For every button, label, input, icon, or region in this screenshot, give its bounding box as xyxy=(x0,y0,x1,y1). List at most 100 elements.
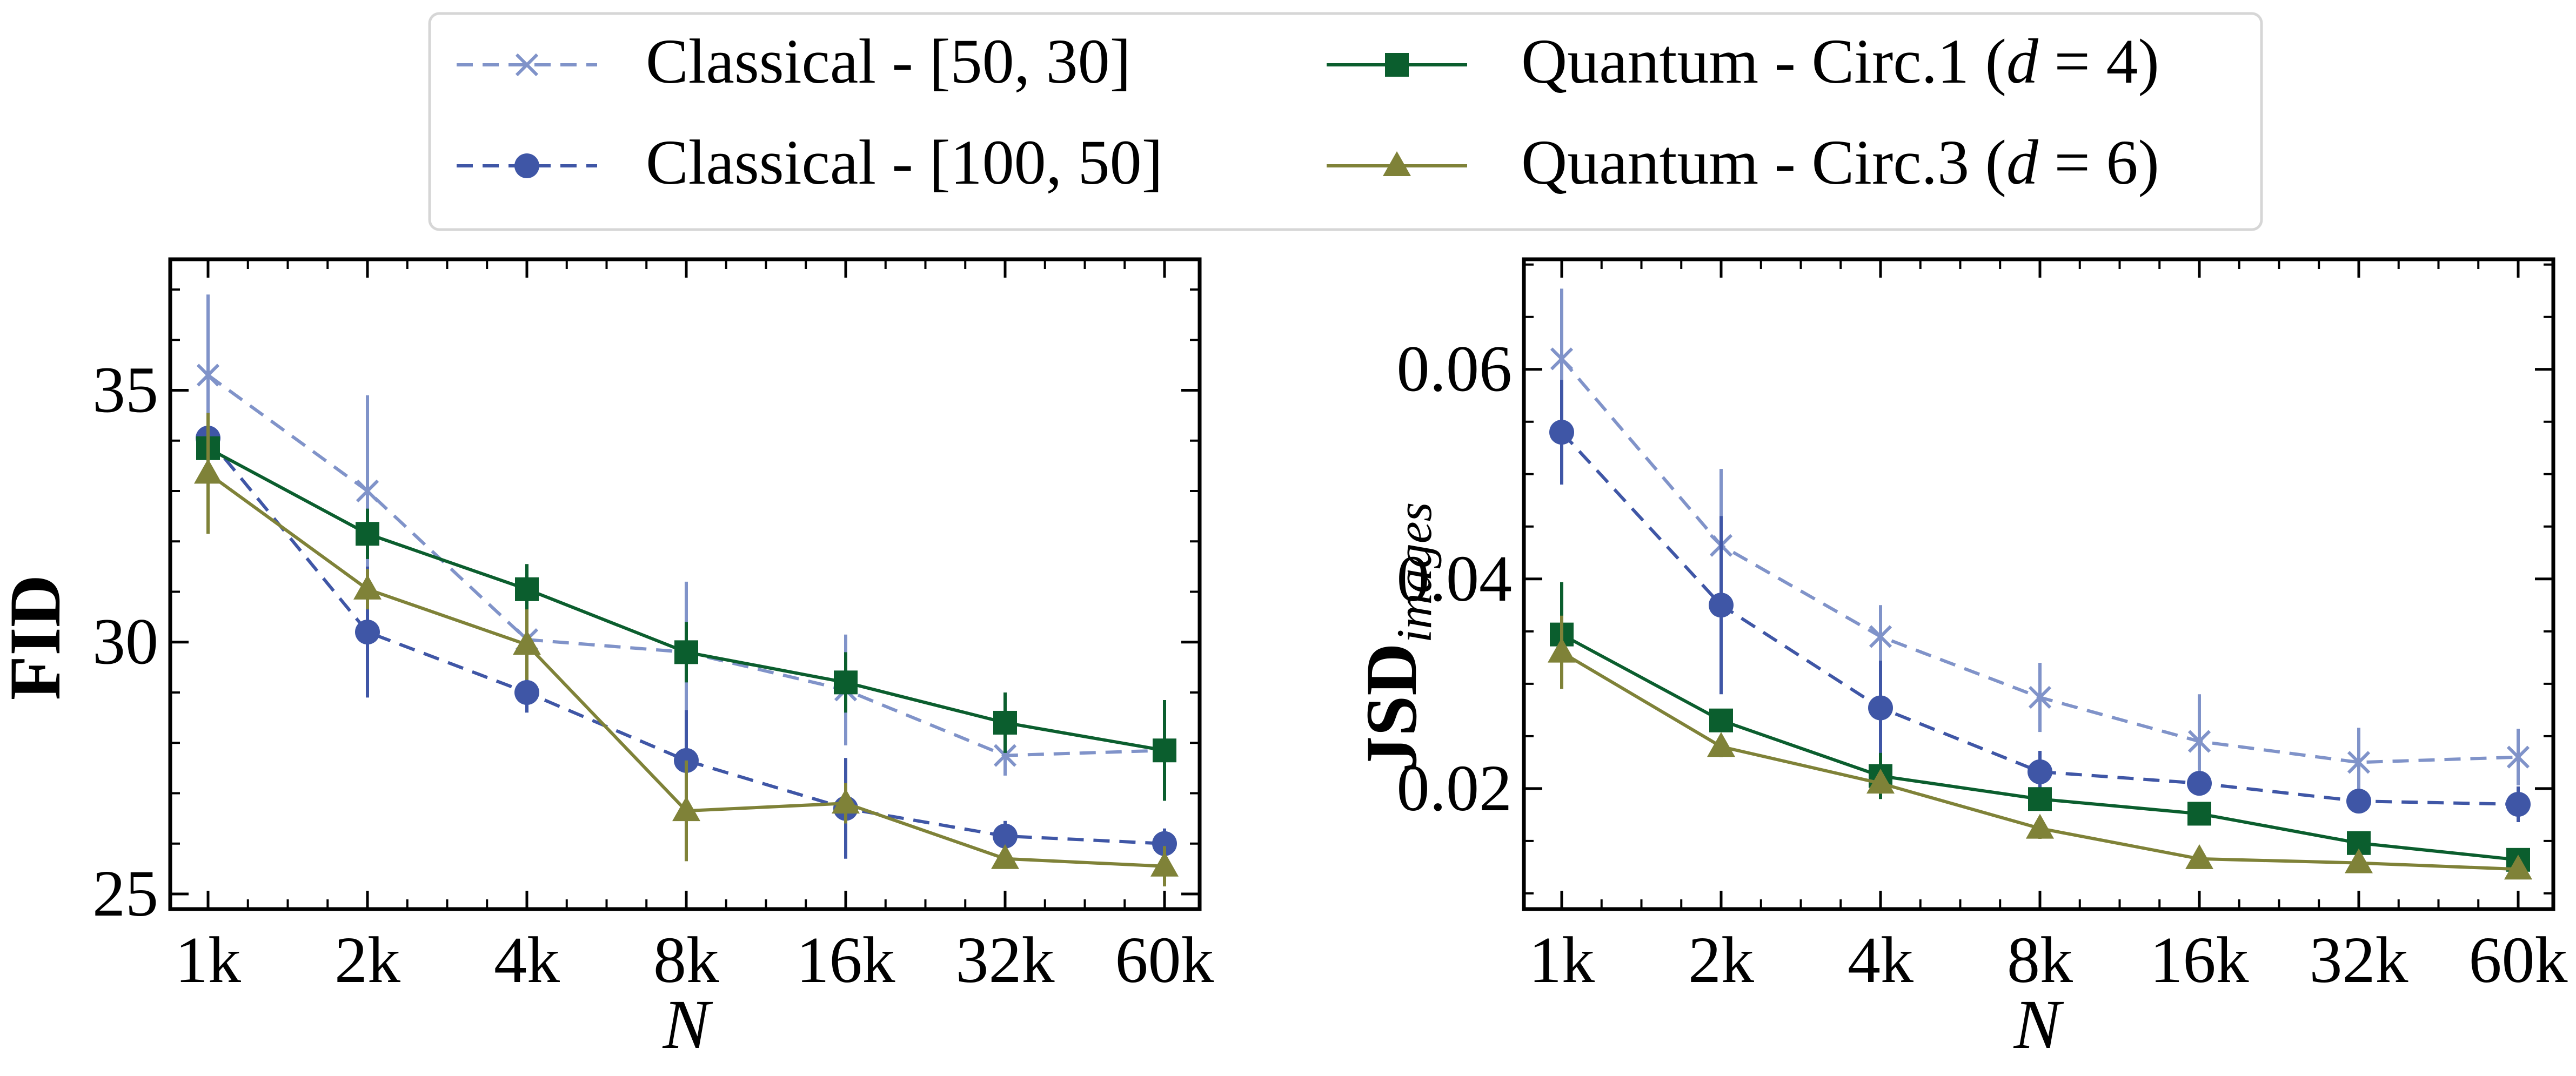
legend-entry-quantum-circ3: Quantum - Circ.3 (d = 6) xyxy=(1327,127,2159,198)
series-c5030 xyxy=(1550,288,2530,797)
jsd-plot-area: 0.02 0.04 0.06 1k 2k 4k 8k 16k 32k 60k xyxy=(1397,257,2568,997)
data-point xyxy=(1550,347,1574,371)
data-point xyxy=(515,577,539,601)
x-tick-label: 60k xyxy=(2469,924,2568,997)
series-q1 xyxy=(196,433,1176,801)
legend: Classical - [50, 30] Quantum - Circ.1 (d… xyxy=(428,12,2263,231)
axes-frame xyxy=(1522,257,2555,911)
data-point xyxy=(2504,855,2532,880)
data-point xyxy=(2345,848,2373,873)
data-point xyxy=(991,844,1019,869)
data-point xyxy=(356,522,379,546)
x-tick-label: 1k xyxy=(1529,924,1595,997)
legend-entry-quantum-circ1: Quantum - Circ.1 (d = 4) xyxy=(1327,26,2159,97)
y-tick-label: 30 xyxy=(92,606,158,678)
y-tick-label: 25 xyxy=(92,857,158,930)
legend-entry-classical-100-50: Classical - [100, 50] xyxy=(457,127,1163,198)
legend-label-quantum-circ1: Quantum - Circ.1 (d = 4) xyxy=(1521,26,2159,97)
x-tick-label: 8k xyxy=(653,924,719,997)
y-tick-label: 0.04 xyxy=(1397,542,1513,615)
legend-sample-quantum-circ1 xyxy=(1327,53,1467,77)
legend-entry-classical-50-30: Classical - [50, 30] xyxy=(457,26,1131,97)
data-point xyxy=(672,796,700,822)
data-point xyxy=(196,364,220,387)
fid-plot-area: 25 30 35 1k 2k 4k 8k 16k 32k 60k xyxy=(92,257,1214,997)
legend-sample-classical-50-30 xyxy=(457,53,597,77)
data-point xyxy=(1549,420,1574,445)
data-point xyxy=(2187,802,2211,826)
data-point xyxy=(514,680,539,705)
data-point xyxy=(355,620,380,645)
data-point xyxy=(2506,745,2530,769)
x-tick-label: 32k xyxy=(956,924,1055,997)
data-point xyxy=(2028,787,2052,811)
data-point xyxy=(993,710,1017,735)
series-q3 xyxy=(1548,615,2532,880)
data-point xyxy=(2506,791,2531,817)
data-point xyxy=(1709,593,1734,618)
x-tick-label: 2k xyxy=(1688,924,1754,997)
data-point xyxy=(993,744,1017,767)
data-point xyxy=(1869,625,1892,648)
fid-panel: 25 30 35 1k 2k 4k 8k 16k 32k 60k FID N xyxy=(0,257,1214,1064)
jsd-y-axis-label: JSDimages xyxy=(1351,502,1442,773)
data-point xyxy=(2028,685,2052,709)
legend-label-classical-100-50: Classical - [100, 50] xyxy=(646,127,1163,198)
data-point xyxy=(1153,738,1176,763)
data-point xyxy=(993,823,1018,849)
data-point xyxy=(832,789,860,814)
axis-ticks: 25 30 35 1k 2k 4k 8k 16k 32k 60k xyxy=(92,259,1214,997)
x-tick-label: 16k xyxy=(2150,924,2249,997)
x-tick-label: 60k xyxy=(1115,924,1214,997)
data-point xyxy=(2347,751,2371,774)
data-point xyxy=(674,640,698,664)
y-tick-label: 35 xyxy=(92,353,158,426)
x-tick-label: 4k xyxy=(494,924,560,997)
data-point xyxy=(1150,851,1179,877)
data-point xyxy=(1868,695,1893,721)
y-tick-label: 0.06 xyxy=(1397,333,1513,406)
legend-label-quantum-circ3: Quantum - Circ.3 (d = 6) xyxy=(1521,127,2159,198)
fid-x-axis-label: N xyxy=(663,986,713,1064)
data-point xyxy=(2026,813,2054,839)
series-c5030 xyxy=(196,294,1176,776)
x-tick-label: 8k xyxy=(2007,924,2073,997)
legend-marker xyxy=(1383,151,1411,176)
data-point xyxy=(353,574,382,600)
legend-label-classical-50-30: Classical - [50, 30] xyxy=(646,26,1131,97)
legend-sample-quantum-circ3 xyxy=(1327,151,1467,176)
x-tick-label: 1k xyxy=(175,924,241,997)
data-point xyxy=(513,630,541,655)
legend-marker xyxy=(1385,53,1409,77)
x-tick-label: 16k xyxy=(797,924,895,997)
x-tick-label: 2k xyxy=(334,924,400,997)
data-point xyxy=(2346,789,2371,814)
data-point xyxy=(1548,637,1576,663)
fid-y-axis-label: FID xyxy=(0,575,76,701)
data-point xyxy=(2187,771,2212,796)
axes-frame xyxy=(168,257,1202,911)
legend-marker xyxy=(515,53,539,77)
legend-frame xyxy=(428,12,2263,231)
data-point xyxy=(1152,831,1177,856)
data-point xyxy=(2187,730,2211,753)
data-point xyxy=(1709,708,1733,732)
data-point xyxy=(2028,759,2052,784)
x-tick-label: 32k xyxy=(2310,924,2408,997)
y-tick-label: 0.02 xyxy=(1397,752,1513,825)
x-tick-label: 4k xyxy=(1848,924,1913,997)
legend-marker xyxy=(514,153,539,178)
series-line xyxy=(1560,431,2519,806)
data-point xyxy=(1707,732,1735,757)
series-c10050 xyxy=(1549,380,2531,822)
data-point xyxy=(2185,844,2213,869)
data-point xyxy=(1866,769,1895,794)
series-q3 xyxy=(194,413,1179,887)
legend-sample-classical-100-50 xyxy=(457,153,597,178)
data-point xyxy=(356,479,379,503)
jsd-x-axis-label: N xyxy=(2013,986,2064,1064)
data-point xyxy=(834,670,858,695)
